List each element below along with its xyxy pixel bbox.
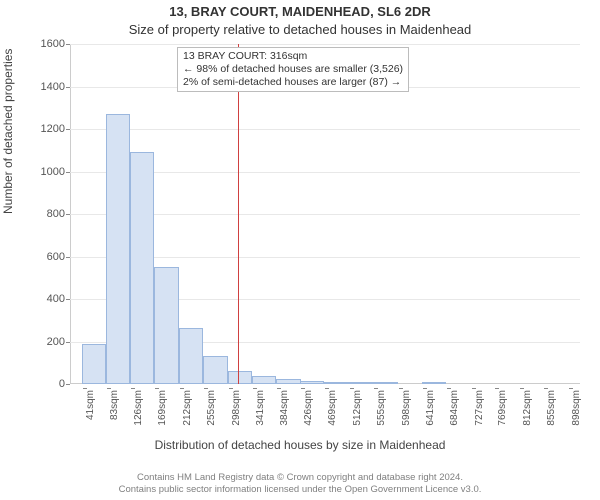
histogram-bar bbox=[106, 114, 130, 384]
gridline bbox=[70, 44, 580, 45]
x-tick-label: 855sqm bbox=[546, 390, 557, 450]
x-tick-label: 898sqm bbox=[571, 390, 582, 450]
y-tick-label: 200 bbox=[15, 336, 65, 348]
x-tick-label: 212sqm bbox=[182, 390, 193, 450]
x-tick-label: 83sqm bbox=[109, 390, 120, 450]
y-tick-label: 800 bbox=[15, 208, 65, 220]
chart-title-address: 13, BRAY COURT, MAIDENHEAD, SL6 2DR bbox=[0, 4, 600, 19]
reference-annotation-box: 13 BRAY COURT: 316sqm ← 98% of detached … bbox=[177, 47, 409, 92]
x-tick-label: 126sqm bbox=[133, 390, 144, 450]
histogram-bar bbox=[154, 267, 178, 384]
annotation-line-3: 2% of semi-detached houses are larger (8… bbox=[183, 76, 403, 89]
footer-line-2: Contains public sector information licen… bbox=[0, 484, 600, 496]
chart-container: { "chart": { "type": "histogram", "title… bbox=[0, 0, 600, 500]
x-tick-label: 169sqm bbox=[157, 390, 168, 450]
reference-line bbox=[238, 44, 239, 384]
x-tick-label: 727sqm bbox=[474, 390, 485, 450]
annotation-line-1: 13 BRAY COURT: 316sqm bbox=[183, 50, 403, 63]
y-tick-label: 1600 bbox=[15, 38, 65, 50]
histogram-bar bbox=[276, 379, 300, 384]
x-tick-label: 341sqm bbox=[255, 390, 266, 450]
y-tick-label: 400 bbox=[15, 293, 65, 305]
chart-title-subtitle: Size of property relative to detached ho… bbox=[0, 22, 600, 37]
y-tick-label: 600 bbox=[15, 251, 65, 263]
histogram-bar bbox=[252, 376, 276, 384]
histogram-bar bbox=[324, 382, 348, 384]
y-axis-label: Number of detached properties bbox=[1, 49, 15, 214]
x-tick-label: 298sqm bbox=[231, 390, 242, 450]
y-tick-label: 1000 bbox=[15, 166, 65, 178]
histogram-bar bbox=[422, 382, 446, 384]
y-tick-label: 1200 bbox=[15, 123, 65, 135]
histogram-bar bbox=[179, 328, 203, 384]
plot-area: 13 BRAY COURT: 316sqm ← 98% of detached … bbox=[70, 44, 580, 384]
x-tick-label: 598sqm bbox=[401, 390, 412, 450]
annotation-line-2: ← 98% of detached houses are smaller (3,… bbox=[183, 63, 403, 76]
x-tick-label: 255sqm bbox=[206, 390, 217, 450]
histogram-bar bbox=[228, 371, 252, 384]
footer-attribution: Contains HM Land Registry data © Crown c… bbox=[0, 472, 600, 496]
x-tick-label: 384sqm bbox=[279, 390, 290, 450]
x-tick-label: 426sqm bbox=[303, 390, 314, 450]
histogram-bar bbox=[300, 381, 324, 384]
histogram-bar bbox=[373, 382, 397, 384]
x-tick-label: 684sqm bbox=[449, 390, 460, 450]
x-tick-label: 512sqm bbox=[352, 390, 363, 450]
x-tick-label: 41sqm bbox=[85, 390, 96, 450]
histogram-bar bbox=[349, 382, 373, 384]
footer-line-1: Contains HM Land Registry data © Crown c… bbox=[0, 472, 600, 484]
x-tick-label: 469sqm bbox=[327, 390, 338, 450]
x-tick-label: 555sqm bbox=[376, 390, 387, 450]
gridline bbox=[70, 129, 580, 130]
x-tick-label: 769sqm bbox=[497, 390, 508, 450]
histogram-bar bbox=[82, 344, 106, 384]
histogram-bar bbox=[203, 356, 227, 384]
y-tick-label: 0 bbox=[15, 378, 65, 390]
histogram-bar bbox=[130, 152, 154, 384]
x-tick-label: 641sqm bbox=[425, 390, 436, 450]
x-tick-label: 812sqm bbox=[522, 390, 533, 450]
y-tick-label: 1400 bbox=[15, 81, 65, 93]
